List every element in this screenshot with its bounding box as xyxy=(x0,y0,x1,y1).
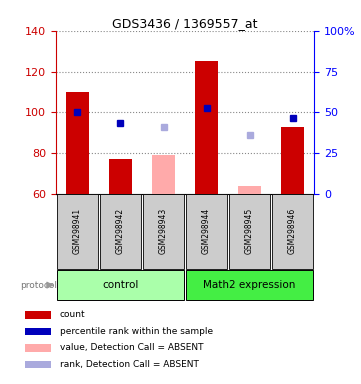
Text: GSM298945: GSM298945 xyxy=(245,208,254,255)
Bar xyxy=(238,186,261,194)
Bar xyxy=(272,194,313,269)
Bar xyxy=(229,194,270,269)
Text: count: count xyxy=(60,310,85,319)
Bar xyxy=(25,311,51,319)
Text: value, Detection Call = ABSENT: value, Detection Call = ABSENT xyxy=(60,343,203,353)
Text: rank, Detection Call = ABSENT: rank, Detection Call = ABSENT xyxy=(60,360,199,369)
Bar xyxy=(195,61,218,194)
Bar xyxy=(25,328,51,335)
Bar xyxy=(152,155,175,194)
Bar xyxy=(57,270,184,300)
Text: Math2 expression: Math2 expression xyxy=(203,280,296,290)
Bar xyxy=(281,127,304,194)
Bar xyxy=(57,194,98,269)
Text: GSM298943: GSM298943 xyxy=(159,208,168,255)
Bar xyxy=(109,159,132,194)
Bar xyxy=(25,344,51,352)
Text: GSM298941: GSM298941 xyxy=(73,208,82,255)
Bar xyxy=(143,194,184,269)
Text: control: control xyxy=(102,280,139,290)
Bar xyxy=(100,194,141,269)
Bar xyxy=(186,194,227,269)
Text: protocol: protocol xyxy=(20,281,57,290)
Text: GSM298944: GSM298944 xyxy=(202,208,211,255)
Bar xyxy=(186,270,313,300)
Bar xyxy=(66,92,89,194)
Text: percentile rank within the sample: percentile rank within the sample xyxy=(60,327,213,336)
Title: GDS3436 / 1369557_at: GDS3436 / 1369557_at xyxy=(112,17,258,30)
Text: GSM298946: GSM298946 xyxy=(288,208,297,255)
Text: GSM298942: GSM298942 xyxy=(116,208,125,255)
Bar xyxy=(25,361,51,368)
